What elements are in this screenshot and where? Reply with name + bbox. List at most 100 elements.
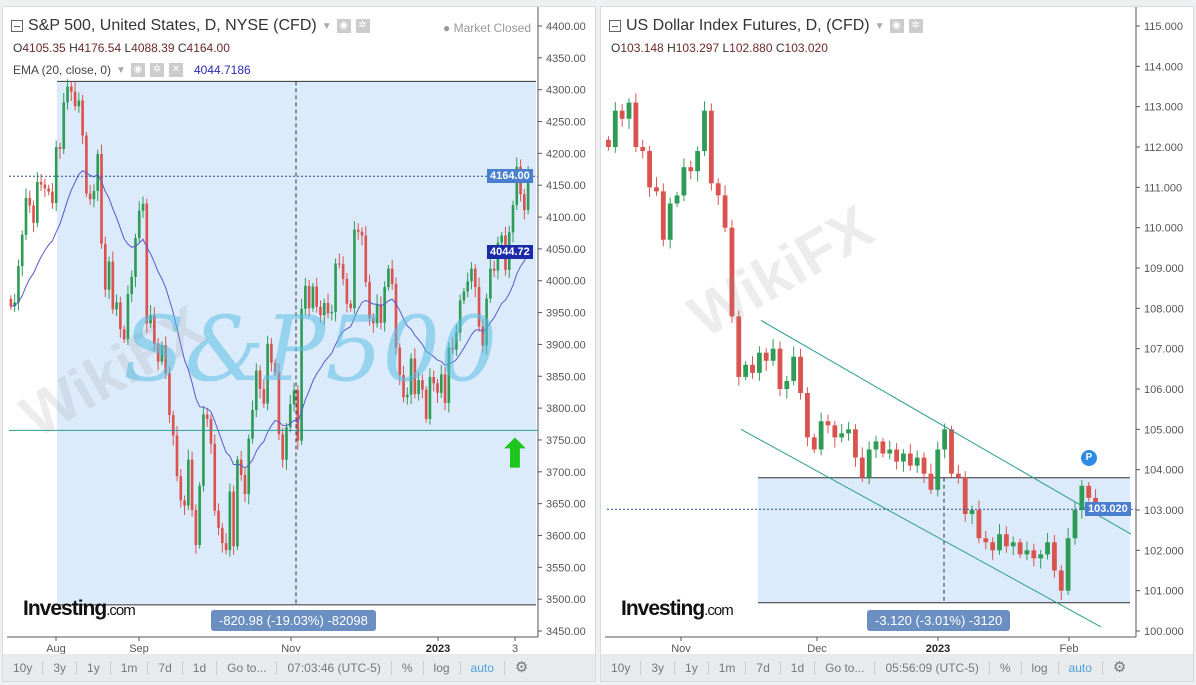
toolbar--button[interactable]: % bbox=[392, 660, 424, 675]
candle-body bbox=[58, 147, 62, 149]
gear-icon[interactable]: ✲ bbox=[149, 63, 164, 77]
candle-body bbox=[156, 343, 160, 362]
settings-gear-icon[interactable]: ⚙ bbox=[1112, 658, 1127, 676]
toolbar-3y-button[interactable]: 3y bbox=[641, 660, 676, 675]
toolbar-auto-button[interactable]: auto bbox=[461, 660, 505, 675]
candle-body bbox=[69, 86, 73, 92]
chevron-down-icon[interactable]: ▼ bbox=[321, 20, 332, 32]
candle-body bbox=[32, 205, 35, 223]
candle-body bbox=[477, 287, 481, 327]
collapse-icon[interactable] bbox=[11, 20, 23, 32]
sp500-chart[interactable]: 4400.00 4350.00 4300.00 4250.00 4200.00 4150.… bbox=[3, 7, 596, 657]
channel-line bbox=[740, 428, 1102, 628]
candle-body bbox=[111, 261, 115, 310]
settings-gear-icon[interactable]: ⚙ bbox=[514, 658, 529, 676]
toolbar-1y-button[interactable]: 1y bbox=[675, 660, 709, 675]
candle-body bbox=[409, 358, 413, 395]
y-tick-label: 100.000 bbox=[1144, 626, 1184, 638]
candle-body bbox=[485, 298, 488, 346]
candle-body bbox=[243, 474, 247, 495]
candle-body bbox=[1086, 485, 1092, 498]
candle-body bbox=[334, 263, 337, 312]
candle-body bbox=[126, 294, 130, 340]
candle-body bbox=[372, 318, 375, 324]
candle-body bbox=[190, 459, 194, 510]
toolbar-10y-button[interactable]: 10y bbox=[3, 660, 44, 675]
y-tick-label: 3700.00 bbox=[546, 467, 586, 479]
chevron-down-icon[interactable]: ▼ bbox=[874, 20, 885, 32]
candle-body bbox=[873, 441, 879, 450]
candle-body bbox=[375, 304, 379, 324]
eye-icon[interactable]: ◉ bbox=[130, 63, 145, 77]
y-tick-label: 4100.00 bbox=[546, 212, 586, 224]
sp500-chart-panel[interactable]: 4400.00 4350.00 4300.00 4250.00 4200.00 4150.… bbox=[2, 6, 596, 682]
candle-body bbox=[285, 427, 288, 460]
candle-body bbox=[270, 343, 273, 363]
gear-icon[interactable]: ✲ bbox=[908, 19, 923, 33]
candle-body bbox=[383, 287, 386, 323]
eye-icon[interactable]: ◉ bbox=[336, 19, 351, 33]
candle-body bbox=[880, 441, 886, 454]
close-icon[interactable]: ✕ bbox=[168, 63, 183, 77]
candle-body bbox=[107, 261, 111, 290]
candle-body bbox=[667, 203, 673, 240]
candle-body bbox=[702, 110, 707, 152]
toolbar-3y-button[interactable]: 3y bbox=[43, 660, 78, 675]
y-tick-label: 111.000 bbox=[1144, 182, 1182, 194]
ema-legend: EMA (20, close, 0) ▼ ◉ ✲ ✕ 4044.7186 bbox=[13, 63, 251, 77]
candle-body bbox=[443, 374, 447, 404]
candle-body bbox=[432, 376, 436, 384]
candle-body bbox=[818, 421, 824, 450]
y-tick-label: 102.000 bbox=[1144, 545, 1184, 557]
candle-body bbox=[439, 374, 443, 393]
toolbar-1y-button[interactable]: 1y bbox=[77, 660, 111, 675]
chevron-down-icon[interactable]: ▼ bbox=[116, 64, 126, 76]
toolbar-10y-button[interactable]: 10y bbox=[601, 660, 642, 675]
candle-body bbox=[62, 102, 66, 149]
candle-body bbox=[455, 332, 458, 350]
candle-body bbox=[1045, 542, 1050, 555]
candle-body bbox=[17, 266, 20, 303]
eye-icon[interactable]: ◉ bbox=[889, 19, 904, 33]
y-tick-label: 4150.00 bbox=[546, 180, 586, 192]
toolbar-log-button[interactable]: log bbox=[1022, 660, 1059, 675]
y-tick-label: 109.000 bbox=[1144, 263, 1184, 275]
toolbar--button[interactable]: % bbox=[990, 660, 1022, 675]
toolbar-1d-button[interactable]: 1d bbox=[781, 660, 816, 675]
candle-body bbox=[901, 453, 906, 462]
collapse-icon[interactable] bbox=[609, 20, 621, 32]
candle-body bbox=[1010, 542, 1016, 547]
dxy-chart[interactable]: 115.000 114.000 113.000 112.000 111.000 110.0… bbox=[601, 7, 1194, 657]
toolbar-auto-button[interactable]: auto bbox=[1059, 660, 1103, 675]
candle-body bbox=[1024, 550, 1030, 555]
candle-body bbox=[750, 364, 755, 373]
candle-body bbox=[35, 182, 39, 223]
gear-icon[interactable]: ✲ bbox=[355, 19, 370, 33]
toolbar-1m-button[interactable]: 1m bbox=[111, 660, 149, 675]
toolbar-Goto-button[interactable]: Go to... bbox=[217, 660, 278, 675]
y-tick-label: 108.000 bbox=[1144, 303, 1184, 315]
ohlc-readout: O103.148 H103.297 L102.880 C103.020 bbox=[611, 41, 828, 55]
candle-body bbox=[1058, 570, 1064, 591]
toolbar-7d-button[interactable]: 7d bbox=[148, 660, 183, 675]
candle-body bbox=[356, 229, 360, 232]
dxy-chart-panel[interactable]: 115.000 114.000 113.000 112.000 111.000 110.0… bbox=[600, 6, 1194, 682]
candle-body bbox=[523, 194, 526, 211]
toolbar-1d-button[interactable]: 1d bbox=[183, 660, 218, 675]
candle-body bbox=[997, 534, 1002, 551]
candle-body bbox=[777, 348, 783, 389]
candle-body bbox=[292, 390, 296, 405]
candle-body bbox=[626, 102, 632, 119]
candle-body bbox=[791, 356, 797, 381]
event-badge[interactable]: P bbox=[1081, 450, 1097, 466]
candle-body bbox=[353, 229, 356, 309]
candle-body bbox=[990, 542, 996, 551]
toolbar-Goto-button[interactable]: Go to... bbox=[815, 660, 876, 675]
candle-body bbox=[674, 195, 680, 204]
ema-price-tag: 4044.72 bbox=[487, 245, 533, 259]
candle-body bbox=[633, 102, 639, 147]
toolbar-1m-button[interactable]: 1m bbox=[709, 660, 747, 675]
toolbar-log-button[interactable]: log bbox=[424, 660, 461, 675]
candle-body bbox=[224, 543, 228, 551]
toolbar-7d-button[interactable]: 7d bbox=[746, 660, 781, 675]
